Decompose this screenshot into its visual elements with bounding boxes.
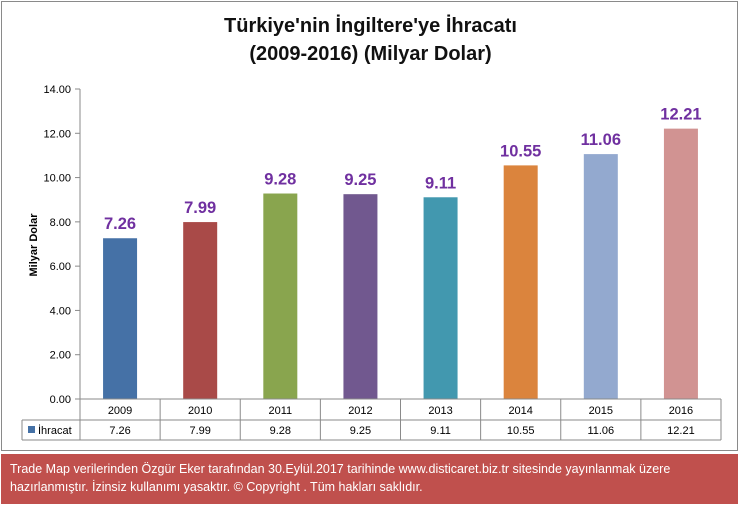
x-category-label: 2010 xyxy=(188,405,212,417)
table-value: 9.28 xyxy=(270,425,291,437)
chart-frame: Türkiye'nin İngiltere'ye İhracatı (2009-… xyxy=(1,1,738,451)
x-category-label: 2011 xyxy=(268,405,292,417)
y-tick-label: 0.00 xyxy=(50,394,71,406)
y-tick-label: 6.00 xyxy=(50,261,71,273)
bar xyxy=(423,197,458,399)
bar xyxy=(583,154,618,399)
data-label: 11.06 xyxy=(581,131,621,149)
table-value: 7.99 xyxy=(189,425,210,437)
data-label: 9.11 xyxy=(425,174,456,192)
y-tick-label: 4.00 xyxy=(50,305,71,317)
legend-swatch xyxy=(28,426,35,433)
x-category-label: 2014 xyxy=(508,405,532,417)
bar xyxy=(263,193,298,399)
bar xyxy=(183,222,218,399)
bar xyxy=(503,165,538,399)
data-label: 12.21 xyxy=(660,106,701,124)
data-label: 7.26 xyxy=(104,215,136,233)
y-tick-label: 8.00 xyxy=(50,217,71,229)
table-value: 12.21 xyxy=(667,425,695,437)
bar-chart: 0.00 2.00 4.00 6.00 8.00 10.00 12.00 14.00 7.26 7… xyxy=(21,84,722,441)
table-value: 9.11 xyxy=(430,425,451,437)
x-category-label: 2016 xyxy=(669,405,693,417)
y-tick-label: 10.00 xyxy=(43,173,71,185)
copyright-footer: Trade Map verilerinden Özgür Eker tarafı… xyxy=(1,454,738,504)
table-value: 10.55 xyxy=(507,425,535,437)
data-label: 9.28 xyxy=(264,171,296,189)
x-category-label: 2013 xyxy=(428,405,452,417)
table-value: 7.26 xyxy=(109,425,130,437)
bar xyxy=(103,238,138,399)
data-label: 10.55 xyxy=(500,142,541,160)
x-category-label: 2015 xyxy=(589,405,613,417)
y-tick-label: 2.00 xyxy=(50,350,71,362)
bar xyxy=(343,194,378,399)
legend-label: İhracat xyxy=(38,424,72,437)
data-label: 7.99 xyxy=(184,199,216,217)
table-value: 9.25 xyxy=(350,425,371,437)
y-tick-label: 12.00 xyxy=(43,128,71,140)
y-tick-label: 14.00 xyxy=(43,84,71,96)
table-value: 11.06 xyxy=(587,425,614,437)
x-category-label: 2009 xyxy=(108,405,132,417)
chart-title: Türkiye'nin İngiltere'ye İhracatı (2009-… xyxy=(224,15,517,65)
bar xyxy=(663,128,698,399)
data-label: 9.25 xyxy=(344,171,376,189)
x-category-label: 2012 xyxy=(348,405,372,417)
